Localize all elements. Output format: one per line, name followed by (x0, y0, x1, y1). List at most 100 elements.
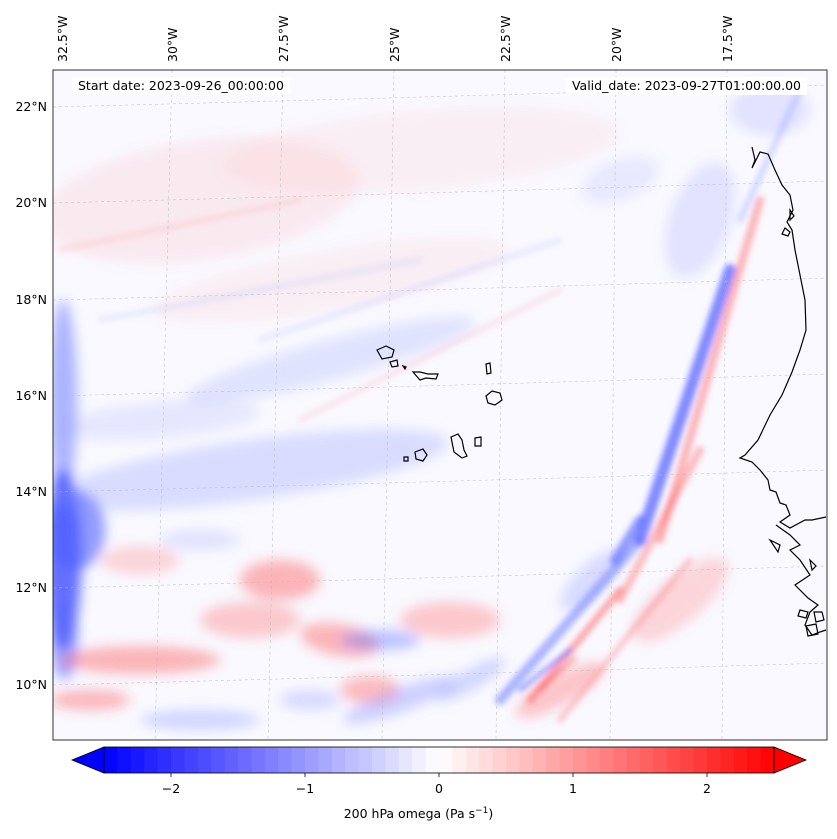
omega-contour (435, 658, 505, 702)
omega-contour (665, 162, 735, 278)
africa-coastline (738, 146, 827, 529)
colorbar-cell (157, 747, 172, 773)
colorbar-cell (653, 747, 668, 773)
colorbar-cell (613, 747, 628, 773)
omega-band (526, 586, 624, 704)
omega-contour (730, 85, 810, 135)
omega-contour (200, 602, 300, 638)
colorbar-cell (211, 747, 226, 773)
omega-contour (100, 546, 180, 574)
omega-band (634, 264, 736, 546)
colorbar-cell (733, 747, 748, 773)
colorbar-tick-label: −2 (162, 781, 180, 796)
valid-date-label: Valid_date: 2023-09-27T01:00:00.00 (565, 77, 807, 95)
colorbar-tick-label: 1 (569, 781, 577, 796)
latitude-tick-label: 22°N (15, 99, 47, 114)
colorbar-cell (666, 747, 681, 773)
colorbar-label-sup: −1 (475, 806, 489, 816)
omega-contour (280, 690, 340, 710)
omega-contour (53, 490, 105, 570)
longitude-tick-label: 17.5°W (720, 16, 735, 62)
latitude-tick-label: 16°N (15, 388, 47, 403)
omega-band (518, 648, 572, 692)
omega-band (298, 288, 562, 422)
colorbar-cell (452, 747, 467, 773)
colorbar-cell (586, 747, 601, 773)
graticule (53, 70, 827, 740)
colorbar-cell (278, 747, 293, 773)
longitude-tick-label: 22.5°W (498, 16, 513, 62)
omega-contour (240, 560, 320, 600)
island-sao-vicente (389, 359, 399, 368)
colorbar-cell (479, 747, 494, 773)
omega-contour (581, 156, 659, 204)
colorbar-cell (465, 747, 480, 773)
colorbar-cell (184, 747, 199, 773)
omega-band (557, 557, 693, 723)
colorbar-label-main: 200 hPa omega (Pa s (343, 806, 476, 822)
longitude-labels: 32.5°W 30°W 27.5°W 25°W 22.5°W 20°W 17.5°W (55, 16, 735, 62)
colorbar-cell (171, 747, 185, 773)
colorbar-cell (291, 747, 306, 773)
colorbar-cell (680, 747, 695, 773)
colorbar-label-end: ) (488, 806, 494, 822)
colorbar-tick-label: 0 (435, 781, 443, 796)
omega-contour (185, 316, 475, 404)
island-brava (403, 456, 409, 462)
map-frame (52, 69, 828, 741)
latitude-tick-label: 14°N (15, 484, 47, 499)
colorbar-cell (264, 747, 279, 773)
omega-contour (160, 530, 240, 550)
island-sao-nicolau (411, 371, 439, 381)
colorbar-cell (747, 747, 762, 773)
colorbar-cell (573, 747, 587, 773)
colorbar-tick-label: 2 (703, 781, 711, 796)
colorbar-cell (251, 747, 266, 773)
colorbar-cell (144, 747, 159, 773)
longitude-tick-label: 27.5°W (276, 16, 291, 62)
colorbar: −2 −1 0 1 2 (70, 746, 808, 796)
omega-contour (60, 400, 260, 440)
colorbar-cell (707, 747, 721, 773)
latitude-tick-label: 12°N (15, 580, 47, 595)
omega-contour (560, 550, 620, 610)
omega-contour (53, 690, 130, 710)
longitude-tick-label: 20°W (609, 27, 624, 62)
colorbar-cell (412, 747, 427, 773)
start-date-label: Start date: 2023-09-26_00:00:00 (72, 77, 290, 95)
omega-contour (220, 106, 620, 194)
omega-contour (343, 676, 457, 724)
omega-contour (516, 662, 604, 718)
island-santiago (450, 433, 468, 459)
colorbar-cell (345, 747, 360, 773)
omega-band (57, 197, 303, 253)
omega-contour (631, 557, 729, 643)
omega-contour (53, 600, 78, 680)
colorbar-cell (546, 747, 561, 773)
latitude-tick-label: 18°N (15, 292, 47, 307)
latitude-labels: 22°N 20°N 18°N 16°N 14°N 12°N 10°N (15, 99, 47, 692)
omega-contour (140, 710, 260, 730)
colorbar-cell (506, 747, 520, 773)
colorbar-cell (358, 747, 373, 773)
colorbar-cell (760, 747, 775, 773)
colorbar-cell (224, 747, 239, 773)
island-fogo (414, 448, 428, 462)
colorbar-tick-label: −1 (296, 781, 314, 796)
omega-contour (60, 646, 220, 674)
island-boa-vista (485, 390, 503, 406)
latitude-tick-label: 20°N (15, 195, 47, 210)
colorbar-label: 200 hPa omega (Pa s−1) (0, 806, 837, 821)
colorbar-cell (104, 747, 118, 773)
africa-coastline-south (775, 524, 827, 636)
colorbar-extend-max (773, 746, 808, 774)
colorbar-extend-min (70, 746, 105, 774)
colorbar-cell (492, 747, 507, 773)
coastlines (376, 146, 827, 637)
island-maio (474, 436, 482, 447)
colorbar-cell (305, 747, 319, 773)
colorbar-cell (372, 747, 386, 773)
colorbar-cell (117, 747, 132, 773)
colorbar-cell (130, 747, 145, 773)
latitude-tick-label: 10°N (15, 677, 47, 692)
